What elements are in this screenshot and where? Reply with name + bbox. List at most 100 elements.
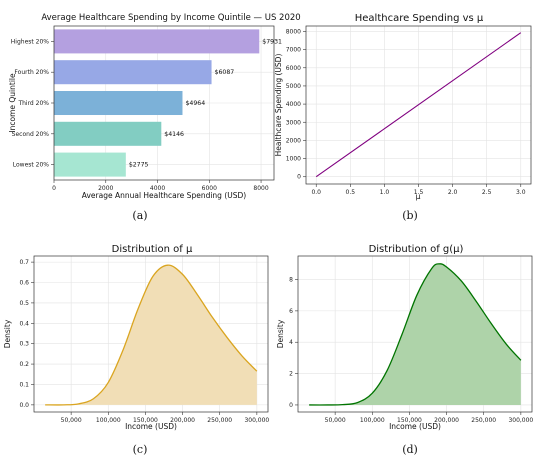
chart-b-y-tick-label: 7000 — [286, 47, 301, 54]
chart-a-y-tick-label: Highest 20% — [11, 38, 50, 45]
chart-a-x-tick-label: 6000 — [202, 185, 217, 192]
chart-b-y-ticks: 0 1000 2000 3000 4000 5000 6000 7000 8000 — [286, 28, 306, 181]
chart-a-bar — [54, 121, 162, 146]
chart-d-x-ticks: 50,000 100,000 150,000 200,000 250,000 300,00… — [325, 412, 533, 424]
chart-c-x-label: Income (USD) — [125, 422, 177, 431]
chart-d-density-curve — [309, 263, 522, 406]
chart-b-y-label: Healthcare Spending (USD) — [274, 54, 283, 157]
chart-c-title: Distribution of μ — [112, 244, 193, 255]
chart-c-x-tick-label: 150,000 — [133, 417, 158, 424]
chart-c-x-tick-label: 100,000 — [96, 417, 121, 424]
chart-d-x-tick-label: 150,000 — [397, 417, 422, 424]
chart-b-y-tick-label: 3000 — [286, 119, 301, 126]
chart-a-y-tick-label: Third 20% — [17, 100, 49, 107]
chart-a-x-tick-label: 2000 — [98, 185, 113, 192]
chart-a-title: Average Healthcare Spending by Income Qu… — [41, 13, 300, 23]
chart-c-area-fill — [45, 265, 257, 405]
chart-a-data-label: $4146 — [164, 131, 184, 138]
caption-d: (d) — [402, 443, 418, 456]
chart-a-x-tick-label: 0 — [52, 185, 56, 192]
chart-b-x-tick-label: 0.5 — [346, 189, 356, 196]
chart-a-y-tick-label: Lowest 20% — [13, 162, 50, 169]
chart-c-x-tick-label: 200,000 — [170, 417, 195, 424]
chart-d-y-label: Density — [276, 319, 285, 348]
chart-c-y-tick-label: 0.5 — [19, 300, 29, 307]
chart-d-x-tick-label: 50,000 — [325, 417, 346, 424]
panel-b-line-chart: Healthcare Spending vs μ 0.0 0.5 1.0 1.5 2.0… — [274, 13, 532, 222]
chart-a-y-ticks: Highest 20% Fourth 20% Third 20% Second 20%… — [11, 38, 54, 169]
chart-a-data-label: $6087 — [215, 69, 235, 76]
chart-b-y-tick-label: 0 — [297, 174, 301, 181]
chart-b-x-tick-label: 1.5 — [414, 189, 424, 196]
chart-c-x-tick-label: 50,000 — [61, 417, 82, 424]
chart-c-y-tick-label: 0.0 — [19, 402, 29, 409]
chart-d-x-tick-label: 300,000 — [508, 417, 533, 424]
chart-a-bar — [54, 60, 212, 85]
chart-d-y-tick-label: 2 — [289, 371, 293, 378]
chart-b-series-line — [315, 32, 522, 178]
chart-d-y-tick-label: 0 — [289, 402, 293, 409]
chart-d-area-fill — [309, 263, 521, 405]
chart-c-y-label: Density — [3, 319, 12, 348]
chart-b-x-tick-label: 1.0 — [380, 189, 390, 196]
chart-a-x-label: Average Annual Healthcare Spending (USD) — [82, 191, 246, 200]
chart-c-y-tick-label: 0.1 — [19, 381, 29, 388]
chart-b-grid — [306, 26, 531, 184]
caption-a: (a) — [132, 209, 147, 222]
chart-b-frame — [305, 25, 532, 185]
chart-a-y-tick-label: Second 20% — [12, 131, 50, 138]
chart-b-y-tick-label: 6000 — [286, 65, 301, 72]
chart-a-x-tick-label: 4000 — [150, 185, 165, 192]
chart-c-density-curve — [45, 264, 258, 406]
chart-d-x-tick-label: 200,000 — [434, 417, 459, 424]
chart-d-y-ticks: 0 2 4 6 8 — [289, 277, 298, 409]
chart-a-bar — [54, 90, 183, 116]
chart-a-data-label: $4964 — [185, 100, 205, 107]
chart-c-y-tick-label: 0.4 — [19, 320, 29, 327]
chart-d-y-tick-label: 4 — [289, 339, 293, 346]
chart-c-frame — [33, 255, 269, 413]
chart-b-x-label: μ — [416, 192, 421, 201]
chart-b-title: Healthcare Spending vs μ — [355, 13, 484, 24]
chart-a-frame — [53, 25, 275, 181]
chart-a-bar — [54, 29, 260, 54]
chart-b-x-tick-label: 2.0 — [448, 189, 458, 196]
chart-b-y-tick-label: 1000 — [286, 156, 301, 163]
chart-b-x-ticks: 0.0 0.5 1.0 1.5 2.0 2.5 3.0 — [311, 184, 526, 196]
chart-c-x-tick-label: 300,000 — [244, 417, 269, 424]
chart-b-x-tick-label: 2.5 — [482, 189, 492, 196]
chart-d-x-label: Income (USD) — [389, 422, 441, 431]
chart-d-x-tick-label: 250,000 — [471, 417, 496, 424]
chart-c-y-tick-label: 0.3 — [19, 341, 29, 348]
chart-b-x-tick-label: 3.0 — [516, 189, 526, 196]
chart-b-y-tick-label: 5000 — [286, 83, 301, 90]
chart-d-frame — [297, 255, 533, 413]
chart-a-bar — [54, 152, 126, 177]
chart-d-y-tick-label: 8 — [289, 277, 293, 284]
chart-a-data-label: $7931 — [262, 38, 282, 45]
chart-c-x-ticks: 50,000 100,000 150,000 200,000 250,000 300,00… — [61, 412, 269, 424]
chart-a-x-tick-label: 8000 — [253, 185, 268, 192]
chart-d-x-tick-label: 100,000 — [360, 417, 385, 424]
chart-c-y-ticks: 0.0 0.1 0.2 0.3 0.4 0.5 0.6 0.7 — [19, 259, 34, 409]
chart-b-x-tick-label: 0.0 — [311, 189, 321, 196]
chart-a-data-label: $2775 — [129, 162, 149, 169]
chart-c-y-tick-label: 0.2 — [19, 361, 29, 368]
chart-d-title: Distribution of g(μ) — [369, 244, 464, 255]
chart-a-y-label: Income Quintile — [8, 73, 17, 133]
chart-a-y-tick-label: Fourth 20% — [14, 69, 49, 76]
chart-a-bars: $7931 $6087 $4964 $4146 $2775 — [54, 29, 282, 177]
chart-d-y-tick-label: 6 — [289, 308, 293, 315]
chart-c-x-tick-label: 250,000 — [207, 417, 232, 424]
caption-c: (c) — [133, 443, 148, 456]
chart-c-y-tick-label: 0.6 — [19, 280, 29, 287]
chart-a-x-ticks: 0 2000 4000 6000 8000 — [52, 180, 269, 192]
chart-b-y-tick-label: 2000 — [286, 137, 301, 144]
panel-a-bar-chart: Average Healthcare Spending by Income Qu… — [8, 13, 301, 222]
caption-b: (b) — [402, 209, 418, 222]
panel-c-density-chart: Distribution of μ 50,000 100,000 150,000 20… — [3, 244, 269, 456]
chart-c-y-tick-label: 0.7 — [19, 259, 29, 266]
chart-b-y-tick-label: 4000 — [286, 101, 301, 108]
panel-d-density-chart: Distribution of g(μ) 50,000 100,000 150,00… — [276, 244, 533, 456]
